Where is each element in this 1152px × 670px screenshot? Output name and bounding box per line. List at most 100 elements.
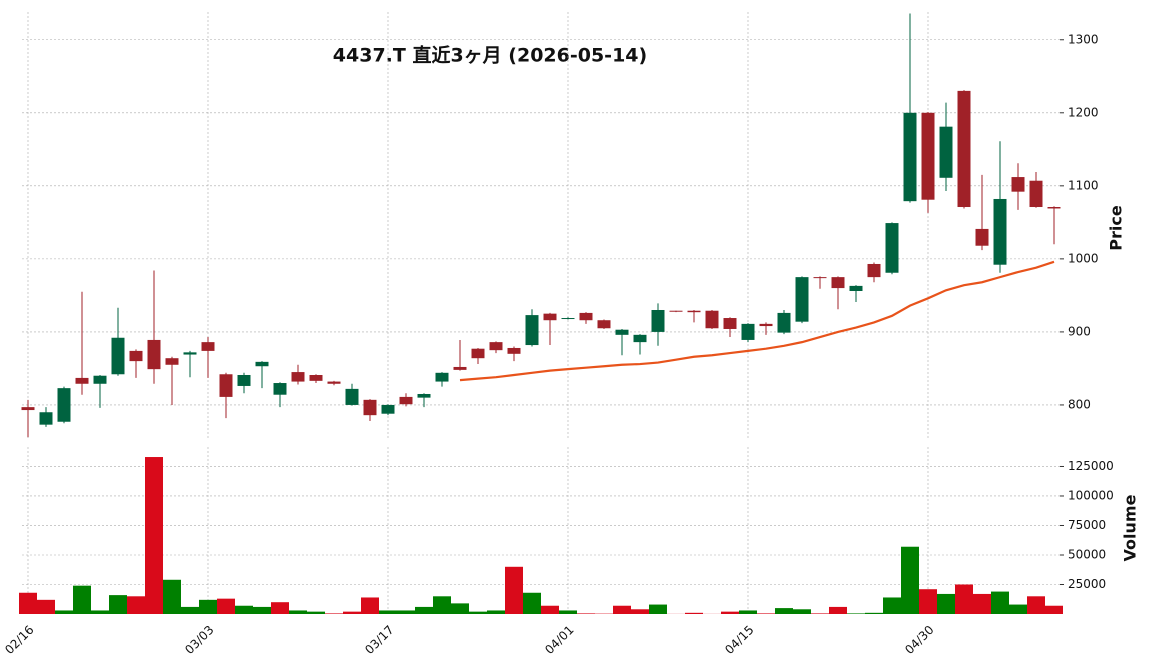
- y-tick-label: 100000: [1068, 488, 1114, 502]
- volume-bar: [901, 546, 919, 614]
- candle-body: [201, 342, 215, 351]
- candle-body: [777, 312, 791, 333]
- candle-body: [705, 310, 719, 329]
- chart-title: 4437.T 直近3ヶ月 (2026-05-14): [333, 44, 647, 67]
- candle-body: [687, 310, 701, 313]
- candle-body: [237, 374, 251, 386]
- volume-bar: [541, 605, 559, 614]
- volume-bar: [361, 597, 379, 614]
- volume-bar: [757, 613, 775, 614]
- candle-body: [813, 277, 827, 279]
- candle-body: [633, 334, 647, 343]
- candle-body: [669, 310, 683, 312]
- candle-body: [939, 126, 953, 178]
- volume-bar: [1027, 596, 1045, 614]
- x-tick-label: 04/01: [542, 623, 576, 657]
- volume-bar: [829, 606, 847, 614]
- volume-bar: [685, 612, 703, 614]
- x-tick-label: 04/30: [902, 623, 936, 657]
- volume-axis-label: Volume: [1121, 494, 1140, 561]
- candle-body: [525, 315, 539, 346]
- candle-body: [723, 318, 737, 329]
- volume-bar: [865, 612, 883, 614]
- volume-bar: [397, 610, 415, 614]
- y-tick-label: 1300: [1068, 32, 1099, 46]
- volume-bar: [937, 593, 955, 614]
- volume-bar: [649, 604, 667, 614]
- x-tick-label: 04/15: [722, 623, 756, 657]
- volume-bar: [109, 595, 127, 614]
- candle-body: [561, 318, 575, 320]
- candle-body: [975, 228, 989, 246]
- candle-body: [831, 277, 845, 289]
- volume-bar: [379, 610, 397, 614]
- candle-body: [381, 404, 395, 414]
- volume-bar: [37, 599, 55, 614]
- candle-body: [867, 263, 881, 278]
- candle-body: [1029, 180, 1043, 208]
- candle-body: [39, 412, 53, 425]
- y-tick-label: 1000: [1068, 251, 1099, 265]
- candle-body: [93, 375, 107, 384]
- volume-bar: [19, 592, 37, 614]
- candle-body: [21, 407, 35, 411]
- candle-body: [849, 285, 863, 292]
- volume-bar: [1045, 605, 1063, 614]
- volume-bar: [505, 566, 523, 614]
- candle-body: [615, 329, 629, 335]
- volume-bar: [775, 608, 793, 614]
- volume-bar: [145, 457, 163, 614]
- y-tick-label: 75000: [1068, 518, 1106, 532]
- candle-body: [1047, 207, 1061, 209]
- y-tick-label: 800: [1068, 397, 1091, 411]
- volume-bar: [289, 610, 307, 614]
- volume-bar: [631, 609, 649, 614]
- candle-body: [921, 112, 935, 200]
- volume-bar: [307, 611, 325, 614]
- candle-body: [1011, 177, 1025, 192]
- volume-bar: [973, 593, 991, 614]
- candle-body: [993, 198, 1007, 265]
- candle-body: [75, 377, 89, 384]
- candle-body: [885, 223, 899, 273]
- price-axis-label: Price: [1107, 205, 1126, 251]
- volume-bar: [577, 613, 595, 614]
- candle-body: [489, 342, 503, 351]
- y-tick-label: 900: [1068, 324, 1091, 338]
- candle-body: [453, 366, 467, 370]
- volume-bar: [271, 602, 289, 614]
- x-tick-label: 02/16: [2, 623, 36, 657]
- y-tick-label: 1200: [1068, 105, 1099, 119]
- candle-body: [795, 277, 809, 322]
- y-tick-label: 125000: [1068, 459, 1114, 473]
- volume-bar: [433, 596, 451, 614]
- volume-bar: [199, 599, 217, 614]
- candle-body: [183, 352, 197, 355]
- volume-bar: [955, 584, 973, 614]
- volume-bar: [181, 606, 199, 614]
- candle-body: [219, 374, 233, 397]
- moving-average-line: [459, 260, 1055, 382]
- x-tick-label: 03/17: [362, 623, 396, 657]
- candle-body: [471, 348, 485, 359]
- candle-body: [543, 313, 557, 321]
- volume-bar: [991, 591, 1009, 614]
- candle-body: [165, 358, 179, 365]
- volume-bar: [613, 605, 631, 614]
- volume-bar: [127, 596, 145, 614]
- candle-body: [399, 396, 413, 405]
- candle-body: [507, 347, 521, 354]
- volume-bar: [559, 610, 577, 614]
- volume-bar: [235, 605, 253, 614]
- volume-bar: [253, 606, 271, 614]
- y-tick-label: 1100: [1068, 178, 1099, 192]
- volume-bar: [325, 613, 343, 614]
- candle-body: [273, 383, 287, 395]
- y-tick-label: 25000: [1068, 577, 1106, 591]
- volume-bar: [91, 610, 109, 614]
- candle-body: [363, 399, 377, 416]
- candle-body: [327, 381, 341, 384]
- volume-bar: [1009, 604, 1027, 614]
- candle-body: [255, 361, 269, 367]
